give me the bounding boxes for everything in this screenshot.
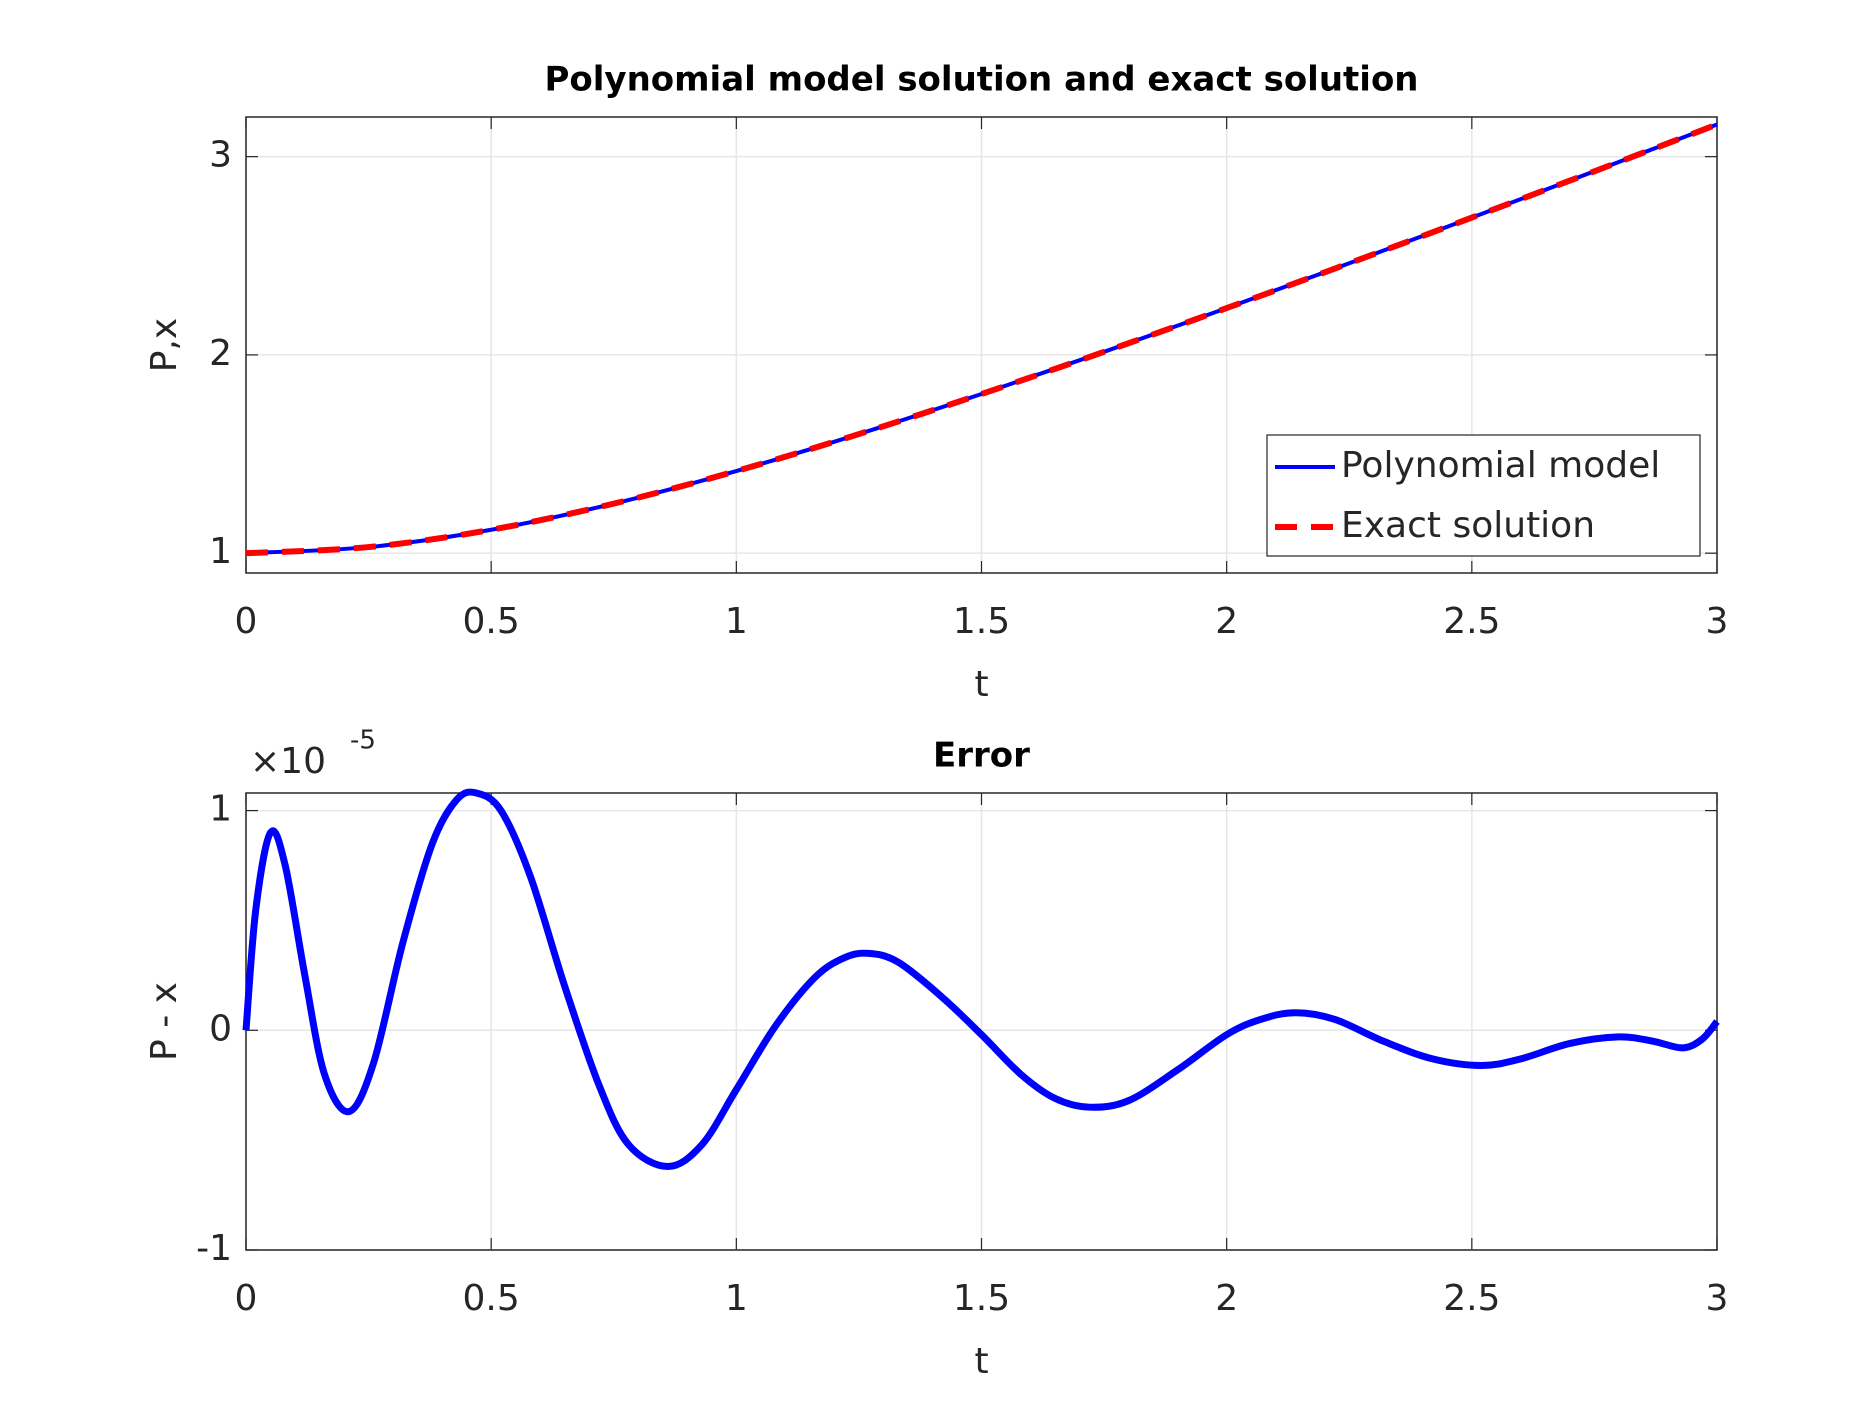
x-tick-label: 3 [1706,1278,1729,1319]
x-tick-label: 2 [1215,601,1238,642]
x-tick-label: 1 [725,601,748,642]
y-axis-label: P - x [144,982,185,1061]
x-tick-label: 1.5 [953,601,1010,642]
y-tick-label: 3 [209,135,232,176]
x-tick-label: 1 [725,1278,748,1319]
x-tick-label: 3 [1706,601,1729,642]
x-axis-label: t [974,664,988,705]
legend-label: Exact solution [1341,505,1595,546]
legend: Polynomial model Exact solution [1266,434,1701,557]
y-tick-label: 1 [209,531,232,572]
y-axis-label: P,x [144,318,185,372]
x-tick-label: 2.5 [1443,601,1500,642]
x-tick-label: 1.5 [953,1278,1010,1319]
chart-title: Polynomial model solution and exact solu… [544,60,1418,100]
x-tick-label: 0 [235,601,258,642]
data-line [245,121,1719,557]
x-axis-label: t [974,1341,988,1382]
axis-exponent-power: -5 [350,726,376,756]
y-tick-label: -1 [196,1228,232,1269]
x-tick-label: 2.5 [1443,1278,1500,1319]
x-tick-label: 0.5 [463,1278,520,1319]
legend-label: Polynomial model [1341,445,1660,486]
y-tick-label: 2 [209,333,232,374]
x-tick-label: 2 [1215,1278,1238,1319]
legend-box [1266,434,1701,557]
chart-title: Error [933,736,1030,776]
y-tick-label: 1 [209,789,232,830]
y-tick-label: 0 [209,1008,232,1049]
x-tick-label: 0 [235,1278,258,1319]
axes-box [245,116,1718,574]
x-tick-label: 0.5 [463,601,520,642]
data-line [242,788,1720,1171]
axis-exponent-base: ×10 [250,741,326,782]
